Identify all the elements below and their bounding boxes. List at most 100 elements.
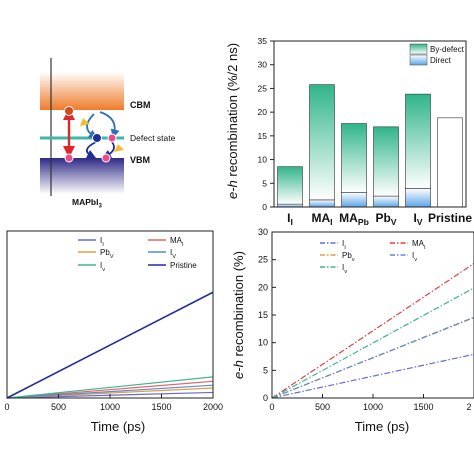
left-x-axis-label: Time (ps)	[91, 419, 145, 434]
bar-by-defect-0	[277, 166, 303, 205]
right-y-tick-label: 20	[258, 282, 268, 292]
right-plot-frame	[271, 231, 474, 399]
right-x-tick-label: 500	[315, 402, 330, 412]
right-y-tick-label: 30	[258, 227, 268, 237]
band-schematic: CBM Defect state VBM MAPbI3	[40, 58, 176, 210]
series-line-3	[6, 384, 214, 399]
series-line-5	[6, 291, 214, 399]
right-x-tick-label: 2	[466, 402, 471, 412]
left-legend-label: MAI	[170, 236, 184, 248]
left-x-tick-label: 0	[4, 402, 9, 412]
bar-y-tick-label: 5	[262, 178, 267, 188]
bar-legend: By-defect Direct	[409, 43, 465, 66]
defect-state-label: Defect state	[130, 133, 176, 143]
right-x-tick-label: 1500	[413, 402, 433, 412]
bar-x-tick-label: MAPb	[339, 211, 369, 227]
right-legend-label: Iv	[412, 251, 417, 263]
bar-direct-5	[437, 117, 463, 208]
left-legend-label: Iv	[100, 261, 105, 273]
right-y-tick-label: 0	[263, 393, 268, 403]
left-series-lines	[6, 291, 214, 399]
bar-y-tick-label: 15	[258, 131, 268, 141]
electron-defect-icon	[92, 133, 102, 143]
hole-defect-icon	[107, 133, 117, 143]
bar-by-defect-4	[405, 93, 431, 189]
bar-y-tick-label: 20	[258, 107, 268, 117]
right-y-tick-label: 5	[263, 365, 268, 375]
left-legend-label: PbV	[100, 248, 114, 260]
bar-y-tick-label: 25	[258, 83, 268, 93]
bar-x-tick-label: IV	[413, 211, 422, 227]
bar-by-defect-3	[373, 126, 399, 197]
hole-vbm-left-icon	[64, 153, 74, 163]
emission-arrow-top	[80, 118, 90, 126]
left-x-ticks: 0 500 1000 1500 2000	[4, 394, 223, 412]
legend-label-direct: Direct	[430, 56, 452, 65]
bar-by-defect-2	[341, 123, 367, 193]
series-line-1	[6, 380, 214, 399]
bar-y-axis-label: e-h recombination (%/2 ns)	[225, 43, 240, 199]
vbm-band	[40, 158, 124, 194]
bar-x-tick-label: MAI	[311, 211, 332, 227]
right-x-tick-label: 0	[269, 402, 274, 412]
bar-y-ticks: 0 5 10 15 20 25 30 35	[258, 36, 274, 212]
emission-arrow-bottom	[114, 144, 124, 152]
capture-arrow-right	[99, 111, 120, 139]
bar-x-tick-label: Pristine	[428, 211, 472, 225]
right-legend-label: Iv	[342, 263, 347, 275]
bar-y-tick-label: 35	[258, 36, 268, 46]
left-x-tick-label: 1500	[151, 402, 171, 412]
bar-y-tick-label: 0	[262, 202, 267, 212]
bar-y-tick-label: 30	[258, 60, 268, 70]
bar-direct-3	[373, 195, 399, 208]
bar-direct-4	[405, 188, 431, 208]
hole-vbm-right-icon	[101, 153, 111, 163]
vbm-label: VBM	[130, 155, 150, 165]
left-x-tick-label: 2000	[203, 402, 223, 412]
legend-label-by-defect: By-defect	[430, 45, 465, 54]
right-x-axis-label: Time (ps)	[355, 419, 409, 434]
series-line-0	[271, 353, 474, 399]
left-x-tick-label: 1000	[100, 402, 120, 412]
bar-by-defect-1	[309, 84, 335, 201]
bar-x-tick-label: II	[287, 211, 293, 227]
bar-y-tick-label: 10	[258, 155, 268, 165]
left-legend-label: IV	[170, 248, 176, 260]
right-legend-label: II	[342, 239, 346, 251]
line-chart-pristine: 0 500 1000 1500 2000 Time (ps) II MAI PbV IV Iv P…	[4, 230, 223, 434]
left-legend-label: II	[100, 236, 104, 248]
release-arrow-left	[85, 141, 97, 159]
cbm-label: CBM	[130, 100, 151, 110]
right-y-tick-label: 10	[258, 338, 268, 348]
right-y-tick-label: 25	[258, 255, 268, 265]
right-y-axis-label: e-h recombination (%)	[231, 251, 246, 379]
bar-marks	[277, 84, 463, 208]
right-x-ticks: 0 500 1000 1500 2	[269, 394, 474, 412]
right-y-tick-label: 15	[258, 310, 268, 320]
electron-cbm-icon	[64, 106, 74, 116]
legend-swatch-direct	[409, 54, 428, 66]
right-y-ticks: 0 5 10 15 20 25 30	[258, 227, 276, 403]
series-line-1	[271, 263, 474, 399]
left-legend-label: Pristine	[170, 261, 197, 270]
left-x-tick-label: 500	[51, 402, 66, 412]
bar-direct-1	[309, 199, 335, 208]
right-legend-label: Pbv	[342, 251, 355, 263]
capture-arrow-left	[86, 113, 98, 139]
series-line-4	[271, 287, 474, 399]
material-label: MAPbI3	[72, 197, 102, 210]
right-series-lines	[271, 263, 474, 399]
legend-swatch-by-defect	[409, 43, 428, 55]
left-legend: II MAI PbV IV Iv Pristine	[78, 236, 197, 273]
series-line-4	[6, 376, 214, 399]
bar-direct-2	[341, 191, 367, 208]
series-line-3	[271, 316, 474, 399]
line-chart-defects: e-h recombination (%) 0 5 10 15 20 25 30 0 500 1…	[231, 227, 474, 434]
bar-x-tick-labels: II MAI MAPb PbV IV Pristine	[287, 211, 472, 227]
right-legend-label: MAI	[412, 239, 426, 251]
cbm-band	[40, 72, 124, 110]
bar-x-tick-label: PbV	[375, 211, 396, 227]
right-x-tick-label: 1000	[363, 402, 383, 412]
